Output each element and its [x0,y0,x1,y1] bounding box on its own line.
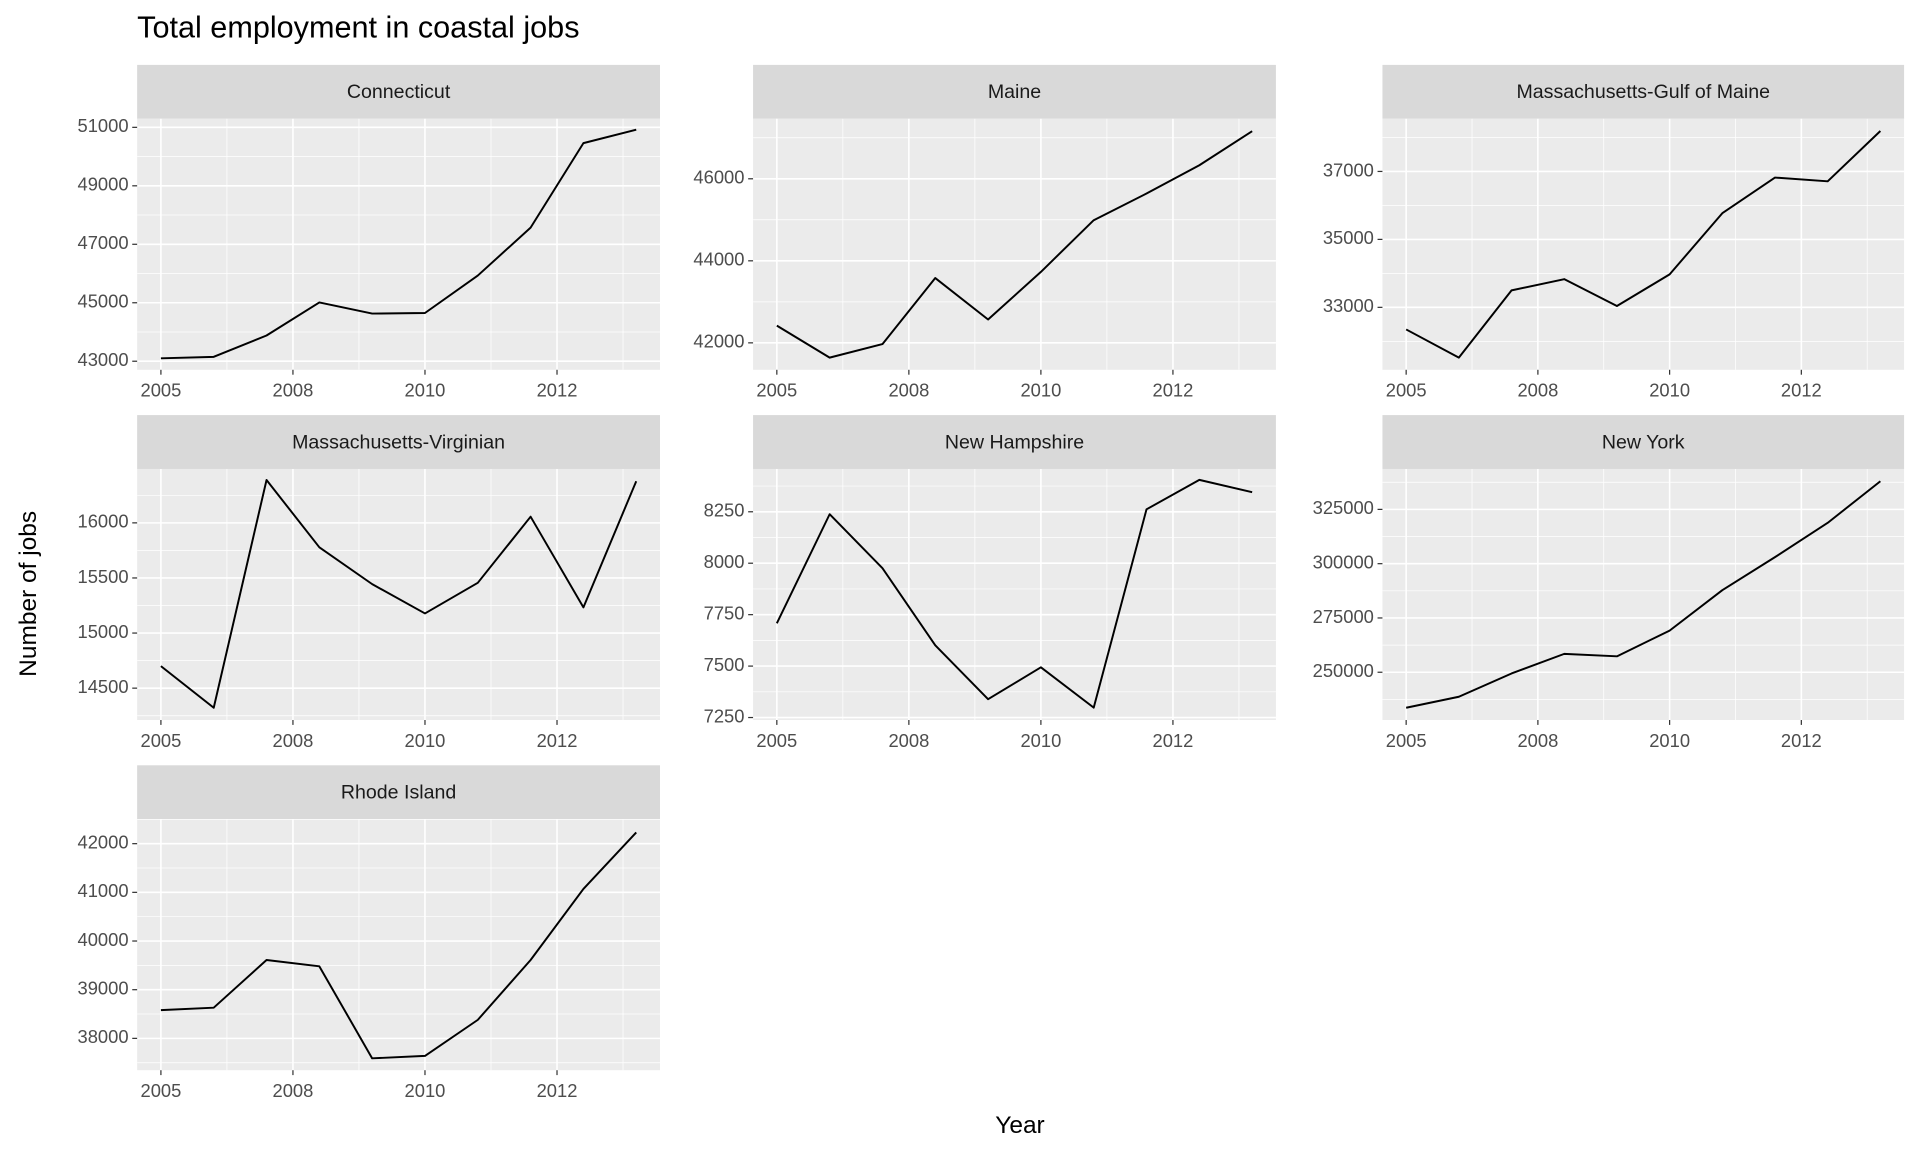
y-tick-label: 42000 [693,331,744,352]
panel [1382,468,1905,720]
data-line [1405,480,1881,709]
x-tick-label: 2012 [1153,730,1194,751]
x-tick-label: 2008 [1517,380,1558,401]
data-line [160,831,637,1060]
strip [1382,415,1905,469]
x-tick-label: 2005 [1386,380,1427,401]
panel-title: New Hampshire [945,431,1084,453]
strip [753,415,1276,469]
x-tick-label: 2010 [1649,730,1690,751]
y-tick-label: 7250 [704,705,745,726]
y-tick-label: 15000 [78,621,129,642]
x-tick-label: 2008 [273,380,314,401]
panel [137,819,661,1071]
y-tick-label: 33000 [1323,295,1374,316]
y-tick-label: 15500 [78,566,129,587]
x-tick-label: 2010 [1020,730,1061,751]
y-tick-label: 37000 [1323,159,1374,180]
y-tick-label: 16000 [78,511,129,532]
x-tick-label: 2010 [1020,380,1061,401]
panel-title: Rhode Island [341,782,456,804]
y-tick-label: 14500 [78,676,129,697]
y-tick-label: 7750 [704,602,745,623]
x-tick-label: 2008 [273,730,314,751]
y-tick-label: 41000 [78,880,129,901]
data-line [160,128,637,360]
panel [753,118,1276,370]
y-tick-label: 46000 [693,167,744,188]
x-tick-label: 2012 [1781,380,1822,401]
x-tick-label: 2005 [140,1080,181,1101]
x-tick-label: 2012 [537,380,578,401]
x-tick-label: 2008 [1517,730,1558,751]
x-tick-label: 2012 [537,1080,578,1101]
x-tick-label: 2010 [1649,380,1690,401]
y-tick-label: 47000 [78,232,129,253]
x-tick-label: 2010 [405,380,446,401]
y-tick-label: 49000 [78,174,129,195]
data-line [160,479,638,709]
y-tick-label: 40000 [78,929,129,950]
strip [1382,64,1905,119]
panel [1382,118,1905,370]
x-tick-label: 2005 [140,380,181,401]
strip [137,415,661,469]
y-tick-label: 8000 [704,551,745,572]
panel [137,468,661,720]
panel-title: Massachusetts-Gulf of Maine [1516,81,1770,103]
y-tick-label: 39000 [78,978,129,999]
y-tick-label: 38000 [78,1026,129,1047]
y-tick-label: 250000 [1313,660,1374,681]
y-tick-label: 7500 [704,654,745,675]
x-tick-label: 2005 [756,380,797,401]
x-tick-label: 2012 [1153,380,1194,401]
data-line [776,130,1253,359]
panel [753,468,1276,720]
x-tick-label: 2005 [756,730,797,751]
x-tick-label: 2008 [273,1080,314,1101]
y-tick-label: 42000 [78,832,129,853]
y-tick-label: 325000 [1313,497,1374,518]
data-line [775,478,1253,709]
y-tick-label: 43000 [78,349,129,370]
y-axis-title: Number of jobs [15,511,42,677]
x-tick-label: 2008 [888,730,929,751]
x-tick-label: 2005 [140,730,181,751]
y-tick-label: 8250 [704,500,745,521]
x-tick-label: 2010 [405,1080,446,1101]
strip [137,64,661,119]
strip [137,765,661,820]
y-tick-label: 275000 [1313,606,1374,627]
x-axis-title: Year [995,1112,1044,1139]
x-tick-label: 2008 [888,380,929,401]
y-tick-label: 300000 [1313,552,1374,573]
y-tick-label: 51000 [78,115,129,136]
y-tick-label: 35000 [1323,227,1374,248]
x-tick-label: 2012 [1781,730,1822,751]
panel-title: New York [1602,431,1685,453]
data-line [1405,130,1882,359]
panel-title: Maine [988,81,1041,103]
x-tick-label: 2005 [1386,730,1427,751]
y-tick-label: 45000 [78,291,129,312]
x-tick-label: 2012 [537,730,578,751]
chart-title: Total employment in coastal jobs [137,10,579,44]
y-tick-label: 44000 [693,249,744,270]
panel-title: Massachusetts-Virginian [292,431,505,453]
panel-title: Connecticut [347,81,451,103]
strip [753,64,1276,119]
x-tick-label: 2010 [405,730,446,751]
